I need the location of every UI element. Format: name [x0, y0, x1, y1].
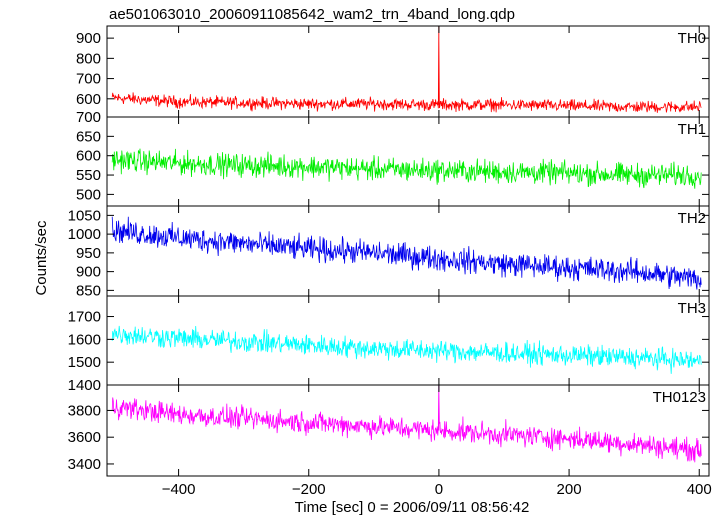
y-tick-label: 1400	[68, 377, 101, 394]
y-tick-label: 3800	[68, 402, 101, 419]
panel-frame	[106, 384, 710, 477]
y-tick-label: 850	[76, 282, 101, 299]
panel-label: TH1	[678, 121, 706, 138]
x-tick-label: −400	[162, 481, 196, 498]
series-line-th0123	[111, 385, 702, 463]
y-tick-label: 1500	[68, 354, 101, 371]
panel-label: TH0123	[653, 389, 706, 406]
panel-frame	[106, 116, 710, 207]
y-tick-label: 950	[76, 245, 101, 262]
y-tick-label: 3600	[68, 429, 101, 446]
y-tick-label: 700	[76, 109, 101, 126]
y-tick-label: 600	[76, 91, 101, 108]
chart-title: ae501063010_20060911085642_wam2_trn_4ban…	[109, 6, 515, 23]
y-tick-label: 800	[76, 50, 101, 67]
series-line-th1	[111, 148, 702, 189]
y-tick-label: 1000	[68, 226, 101, 243]
panel-label: TH0	[678, 30, 706, 47]
y-tick-label: 900	[76, 30, 101, 47]
y-tick-label: 1700	[68, 309, 101, 326]
panel-th1: 500 550 600 650 700 TH1	[76, 109, 710, 207]
panel-label: TH2	[678, 210, 706, 227]
y-tick-label: 900	[76, 264, 101, 281]
y-tick-label: 650	[76, 128, 101, 145]
panel-th3: 1400 1500 1600 1700 TH3	[68, 295, 710, 394]
series-line-th2	[111, 216, 702, 290]
y-tick-label: 700	[76, 71, 101, 88]
x-tick-label: −200	[292, 481, 326, 498]
panel-th0123: 3400 3600 3800 TH0123	[68, 384, 710, 477]
series-line-th0	[111, 26, 702, 113]
y-tick-label: 550	[76, 167, 101, 184]
y-tick-label: 1600	[68, 331, 101, 348]
y-tick-label: 3400	[68, 456, 101, 473]
x-axis-label: Time [sec] 0 = 2006/09/11 08:56:42	[295, 499, 530, 516]
panel-label: TH3	[678, 300, 706, 317]
y-tick-label: 600	[76, 148, 101, 165]
y-axis-label: Counts/sec	[33, 220, 50, 296]
y-tick-label: 500	[76, 186, 101, 203]
x-tick-label: 200	[557, 481, 582, 498]
y-tick-label: 1050	[68, 207, 101, 224]
series-line-th3	[111, 325, 702, 374]
x-axis: −400 −200 0 200 400	[162, 481, 712, 498]
panel-th0: 600 700 800 900 TH0	[76, 25, 710, 118]
x-tick-label: 0	[435, 481, 443, 498]
x-tick-label: 400	[687, 481, 712, 498]
